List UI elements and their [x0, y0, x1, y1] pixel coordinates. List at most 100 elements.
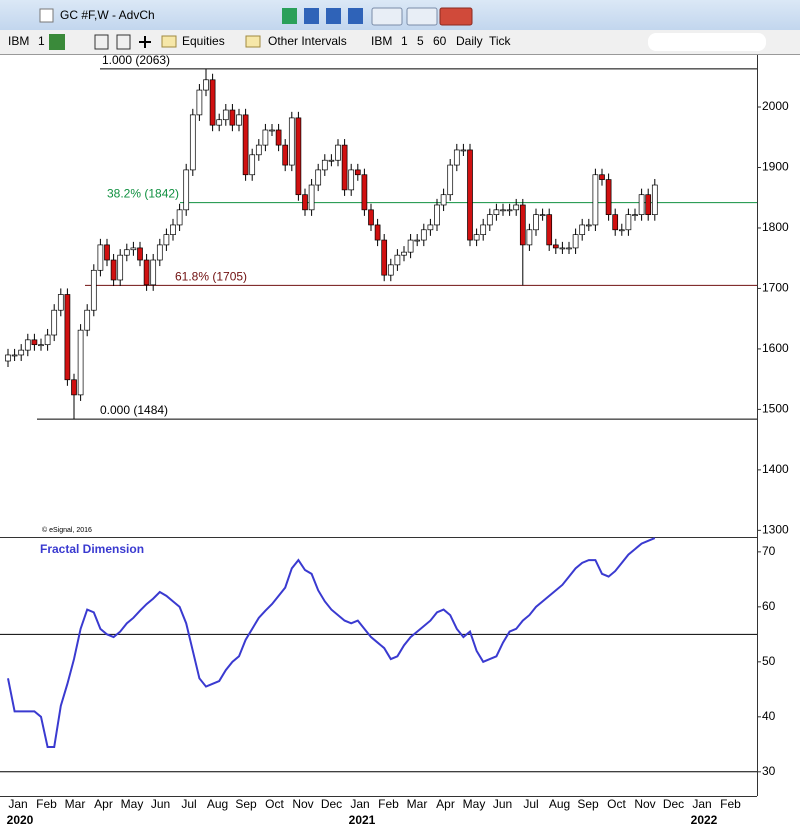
- candle-body: [585, 224, 592, 227]
- candle-body: [156, 244, 163, 261]
- x-tick-label: Oct: [607, 797, 626, 811]
- minimize-button[interactable]: [371, 7, 403, 26]
- quick-button[interactable]: 60: [433, 34, 447, 48]
- candle-body: [275, 129, 282, 146]
- candle-body: [414, 239, 421, 242]
- x-tick-label: May: [463, 797, 486, 811]
- candle-body: [599, 174, 605, 180]
- toolbar-items: IBM 1 Equities Other Intervals IBM 1 5 6…: [8, 33, 766, 51]
- candle-body: [407, 239, 414, 253]
- indicator-line: [7, 537, 656, 749]
- candle-body: [236, 114, 242, 126]
- fib-label: 0.000 (1484): [100, 403, 168, 417]
- x-tick-label: Nov: [292, 797, 313, 811]
- x-tick-label: Dec: [321, 797, 342, 811]
- candle-body: [394, 254, 401, 266]
- candle-body: [137, 247, 143, 261]
- candle-body: [467, 149, 473, 241]
- y-tick-label: 70: [762, 544, 776, 558]
- y-tick-label: 2000: [762, 99, 789, 113]
- candle-body: [269, 129, 275, 132]
- tool-icon[interactable]: [116, 34, 131, 50]
- year-label: 2021: [349, 813, 376, 827]
- menu-intervals[interactable]: Other Intervals: [268, 34, 347, 48]
- candle-body: [57, 294, 64, 311]
- watermark: © eSignal, 2016: [42, 526, 92, 534]
- tool-icon[interactable]: [49, 34, 65, 50]
- quick-button[interactable]: 5: [417, 34, 424, 48]
- tool-icon[interactable]: [348, 8, 363, 24]
- y-tick-label: 1600: [762, 341, 789, 355]
- candle-body: [143, 259, 150, 286]
- candle-body: [97, 244, 104, 271]
- y-tick-label: 30: [762, 764, 776, 778]
- fib-label: 1.000 (2063): [102, 53, 170, 67]
- y-tick-label: 60: [762, 599, 776, 613]
- tool-icon[interactable]: [94, 34, 109, 50]
- quick-button[interactable]: Daily: [456, 34, 483, 48]
- candle-body: [117, 254, 124, 281]
- fib-label: 61.8% (1705): [175, 270, 247, 284]
- candle-body: [51, 309, 58, 336]
- add-icon[interactable]: [139, 36, 151, 48]
- candle-body: [288, 117, 295, 166]
- candle-body: [31, 339, 38, 346]
- candle-body: [566, 247, 572, 250]
- interval-box[interactable]: 1: [38, 34, 45, 48]
- search-box[interactable]: [648, 33, 766, 51]
- candle-body: [605, 179, 612, 216]
- candle-body: [513, 204, 520, 211]
- menu-equities[interactable]: Equities: [182, 34, 225, 48]
- indicator-title: Fractal Dimension: [40, 542, 144, 556]
- candle-body: [203, 79, 209, 91]
- x-tick-label: Feb: [378, 797, 399, 811]
- symbol-box[interactable]: IBM: [8, 34, 29, 48]
- candle-body: [420, 229, 427, 241]
- quick-button[interactable]: IBM: [371, 34, 392, 48]
- candle-body: [612, 214, 619, 231]
- candle-body: [493, 209, 500, 216]
- candle-body: [447, 164, 454, 196]
- candle-body: [315, 169, 322, 186]
- candle-body: [500, 209, 506, 212]
- candle-body: [401, 251, 407, 256]
- x-tick-label: Sep: [235, 797, 257, 811]
- candle-body: [44, 334, 51, 346]
- candle-body: [645, 194, 652, 216]
- close-button[interactable]: [439, 7, 473, 26]
- quick-button[interactable]: Tick: [489, 34, 512, 48]
- candle-body: [526, 229, 533, 246]
- quick-button[interactable]: 1: [401, 34, 408, 48]
- candle-body: [328, 159, 335, 162]
- candle-body: [249, 154, 256, 176]
- window-tools: [282, 7, 473, 26]
- candle-body: [262, 129, 269, 146]
- candle-body: [38, 344, 44, 347]
- candle-body: [150, 259, 157, 286]
- x-tick-label: Oct: [265, 797, 284, 811]
- y-tick-label: 1300: [762, 523, 789, 537]
- candle-body: [460, 149, 467, 152]
- tool-icon[interactable]: [282, 8, 297, 24]
- candle-body: [163, 234, 170, 246]
- tool-icon[interactable]: [304, 8, 319, 24]
- candle-body: [506, 209, 513, 212]
- candle-body: [354, 169, 361, 176]
- candle-body: [387, 264, 394, 276]
- window-title: GC #F,W - AdvCh: [60, 8, 155, 22]
- candle-body: [11, 354, 18, 357]
- candle-body: [374, 224, 381, 241]
- candle-body: [71, 379, 77, 396]
- x-tick-label: Jul: [523, 797, 538, 811]
- candle-body: [176, 209, 183, 226]
- x-tick-label: Dec: [663, 797, 684, 811]
- candle-body: [625, 214, 632, 231]
- maximize-button[interactable]: [406, 7, 438, 26]
- candle-body: [110, 259, 117, 281]
- candle-body: [546, 214, 553, 246]
- candle-body: [209, 79, 216, 126]
- x-tick-label: May: [121, 797, 144, 811]
- candle-body: [592, 174, 599, 226]
- candle-body: [104, 244, 110, 261]
- tool-icon[interactable]: [326, 8, 341, 24]
